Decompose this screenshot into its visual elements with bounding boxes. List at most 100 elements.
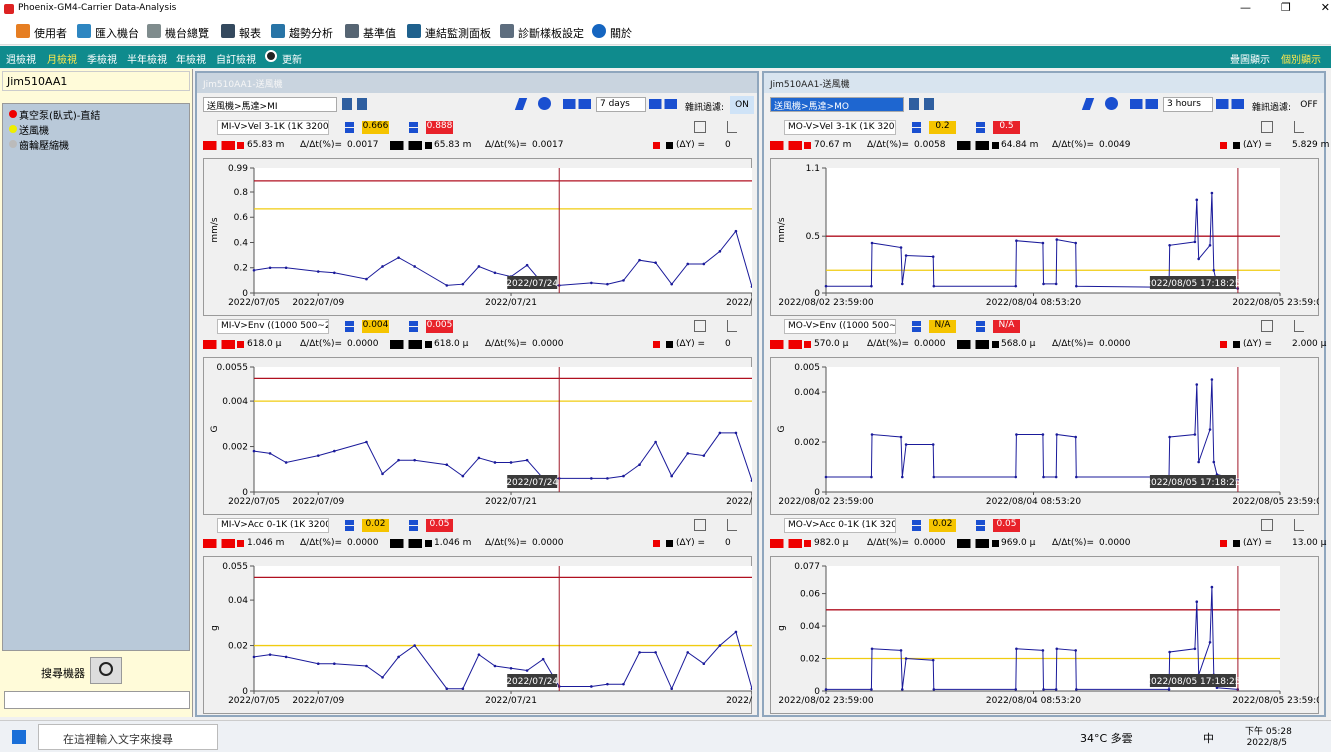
alarm-arrows[interactable]: [409, 321, 418, 332]
refresh-button[interactable]: 更新: [282, 55, 302, 66]
cursor-a-arrows[interactable]: [203, 539, 235, 548]
channel-select[interactable]: MI-V>Acc 0-1K (1K 3200: [217, 518, 329, 533]
data-point: [1208, 243, 1212, 247]
tool-icon[interactable]: [1294, 320, 1304, 332]
warn-arrows[interactable]: [345, 520, 354, 531]
warn-arrows[interactable]: [345, 321, 354, 332]
range-select[interactable]: 7 days: [596, 97, 646, 112]
view-tab[interactable]: 月檢視: [47, 55, 77, 66]
alarm-arrows[interactable]: [976, 122, 985, 133]
filter-toggle[interactable]: OFF: [1297, 96, 1321, 114]
alarm-arrows[interactable]: [976, 520, 985, 531]
menu-item[interactable]: 報表: [239, 27, 261, 40]
tool-icon[interactable]: [727, 519, 737, 531]
cursor-b-arrows[interactable]: [390, 340, 422, 349]
path-select[interactable]: 送風機>馬達>MO: [770, 97, 904, 112]
view-tab[interactable]: 年檢視: [176, 55, 206, 66]
menu-item[interactable]: 基準值: [363, 27, 396, 40]
warn-arrows[interactable]: [912, 321, 921, 332]
tool-icon[interactable]: [1261, 519, 1273, 531]
tool-icon[interactable]: [1261, 320, 1273, 332]
cursor-b-arrows[interactable]: [957, 539, 989, 548]
data-point: [365, 277, 368, 281]
cursor-b-arrows[interactable]: [390, 539, 422, 548]
tool-icon[interactable]: [694, 519, 706, 531]
tree-item[interactable]: 真空泵(臥式)-直結: [19, 111, 101, 122]
cursor-a-arrows[interactable]: [770, 340, 802, 349]
path-select[interactable]: 送風機>馬達>MI: [203, 97, 337, 112]
menu-item[interactable]: 機台總覽: [165, 27, 209, 40]
channel-select[interactable]: MI-V>Env ((1000 500~2: [217, 319, 329, 334]
menu-item[interactable]: 使用者: [34, 27, 67, 40]
menu-item[interactable]: 連結監測面板: [425, 27, 491, 40]
cursor-b-arrows[interactable]: [390, 141, 422, 150]
menu-icon: [592, 24, 606, 38]
menu-item[interactable]: 診斷樣板設定: [518, 27, 584, 40]
nav-back[interactable]: [1130, 99, 1158, 109]
icon[interactable]: [538, 97, 551, 110]
rate-label: Δ/Δt(%)=: [867, 538, 909, 548]
data-line: [826, 192, 1238, 289]
y-tick-label: 0.8: [234, 188, 249, 198]
warn-arrows[interactable]: [912, 122, 921, 133]
tool-icon[interactable]: [1294, 121, 1304, 133]
search-button[interactable]: [90, 657, 122, 684]
cursor-label-bg: [507, 475, 558, 488]
range-select[interactable]: 3 hours: [1163, 97, 1213, 112]
data-point: [1210, 191, 1214, 195]
data-point: [316, 662, 320, 666]
nav-back[interactable]: [563, 99, 591, 109]
tree-item[interactable]: 齒輪壓縮機: [19, 141, 69, 152]
warn-arrows[interactable]: [912, 520, 921, 531]
cursor-label: 2022/08/05 17:18:25: [1145, 677, 1240, 687]
view-tab[interactable]: 週檢視: [6, 55, 36, 66]
cursor-b-arrows[interactable]: [957, 141, 989, 150]
tool-icon[interactable]: [727, 121, 737, 133]
menu-item[interactable]: 趨勢分析: [289, 27, 333, 40]
cursor-b-value: 618.0 μ: [434, 339, 469, 349]
cursor-b-arrows[interactable]: [957, 340, 989, 349]
data-point: [365, 664, 368, 668]
cursor-a-arrows[interactable]: [770, 141, 802, 150]
icon[interactable]: [1105, 97, 1118, 110]
ime-indicator[interactable]: 中: [1203, 732, 1214, 745]
menu-item[interactable]: 關於: [610, 27, 632, 40]
view-tab[interactable]: 半年檢視: [127, 55, 167, 66]
tool-icon[interactable]: [727, 320, 737, 332]
alarm-arrows[interactable]: [976, 321, 985, 332]
search-input[interactable]: [4, 691, 190, 709]
warn-arrows[interactable]: [345, 122, 354, 133]
channel-select[interactable]: MO-V>Vel 3-1K (1K 320: [784, 120, 896, 135]
channel-select[interactable]: MO-V>Acc 0-1K (1K 320: [784, 518, 896, 533]
cursor-label: 2022/08/05 17:18:25: [1145, 478, 1240, 488]
data-point: [638, 463, 641, 467]
cursor-a-marker: [237, 540, 244, 547]
start-button[interactable]: [12, 730, 26, 744]
channel-select[interactable]: MO-V>Env ((1000 500~: [784, 319, 896, 334]
alarm-arrows[interactable]: [409, 122, 418, 133]
tool-icon[interactable]: [1294, 519, 1304, 531]
nav-forward[interactable]: [649, 99, 677, 109]
cursor-a-arrows[interactable]: [770, 539, 802, 548]
tool-icon[interactable]: [694, 121, 706, 133]
tool-icon[interactable]: [1261, 121, 1273, 133]
filter-toggle[interactable]: ON: [730, 96, 754, 114]
window-controls[interactable]: — ❐ ✕: [1240, 1, 1330, 14]
taskbar-search[interactable]: 在這裡輸入文字來搜尋: [38, 724, 218, 750]
view-tab[interactable]: 自訂檢視: [216, 55, 256, 66]
cursor-a-arrows[interactable]: [203, 340, 235, 349]
alarm-arrows[interactable]: [409, 520, 418, 531]
tree-item[interactable]: 送風機: [19, 126, 49, 137]
y-tick-label: 0.5: [806, 232, 820, 242]
cursor-a-arrows[interactable]: [203, 141, 235, 150]
machine-select[interactable]: Jim510AA1: [2, 71, 190, 91]
display-mode[interactable]: 疊圖顯示: [1230, 55, 1270, 66]
menu-item[interactable]: 匯入機台: [95, 27, 139, 40]
view-tab[interactable]: 季檢視: [87, 55, 117, 66]
tool-icon[interactable]: [694, 320, 706, 332]
data-point: [622, 279, 625, 282]
display-mode[interactable]: 個別顯示: [1281, 55, 1321, 66]
channel-select[interactable]: MI-V>Vel 3-1K (1K 3200: [217, 120, 329, 135]
plot-area: [254, 566, 752, 691]
nav-forward[interactable]: [1216, 99, 1244, 109]
